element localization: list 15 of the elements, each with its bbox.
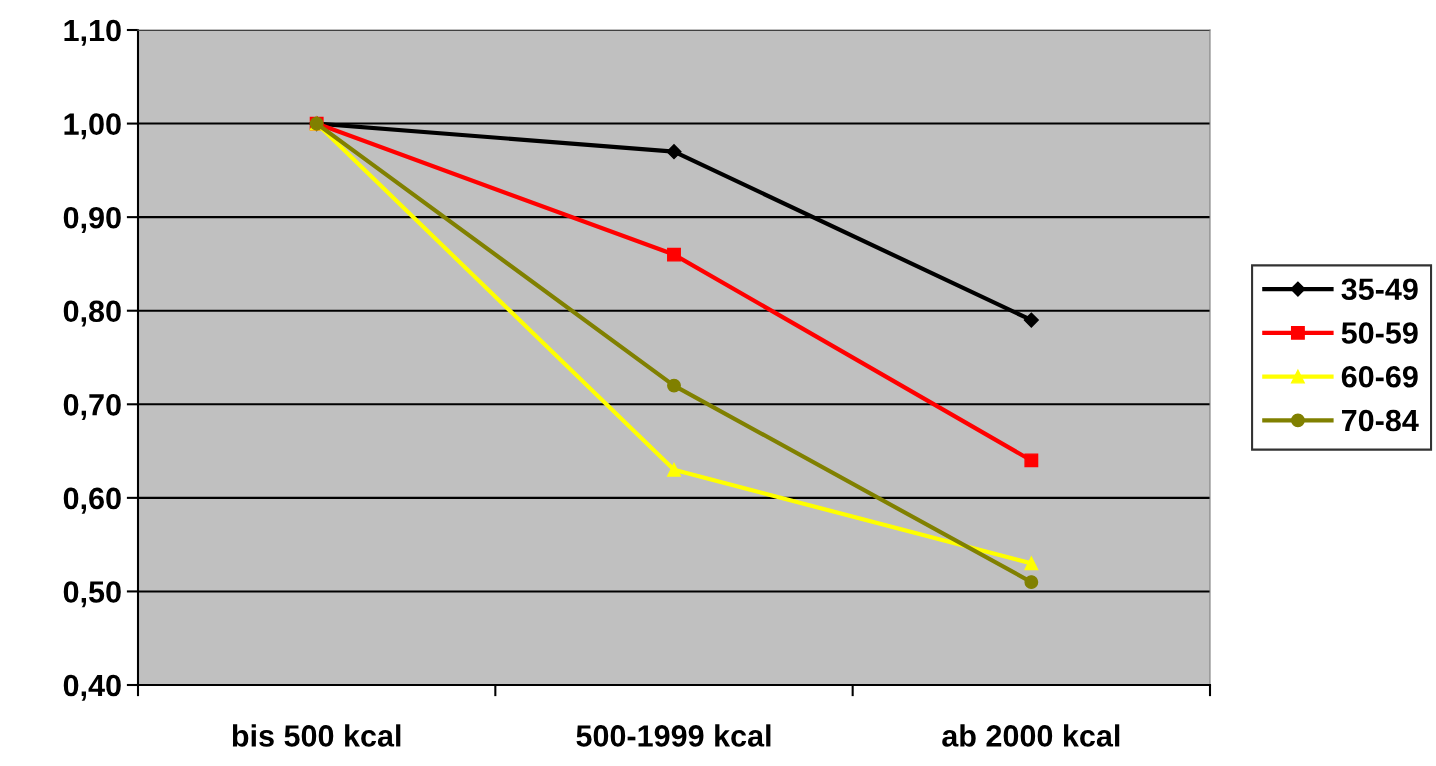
y-tick-label: 0,80 — [63, 300, 121, 327]
y-tick-label: 0,40 — [63, 674, 121, 701]
legend-label: 50-59 — [1341, 322, 1418, 344]
legend-label: 70-84 — [1342, 409, 1419, 432]
x-tick-label: 500-1999 kcal — [576, 724, 771, 747]
legend-label: 35-49 — [1341, 278, 1418, 301]
legend-label: 60-69 — [1341, 365, 1418, 388]
y-tick-label: 0,60 — [63, 487, 121, 514]
x-tick-label: bis 500 kcal — [232, 724, 401, 747]
y-tick-label: 0,50 — [63, 581, 121, 608]
y-tick-label: 1,00 — [64, 113, 121, 140]
y-tick-label: 0,70 — [63, 394, 121, 421]
y-tick-label: 1,10 — [64, 19, 121, 46]
x-tick-label: ab 2000 kcal — [942, 724, 1120, 747]
y-tick-label: 0,90 — [63, 206, 121, 233]
